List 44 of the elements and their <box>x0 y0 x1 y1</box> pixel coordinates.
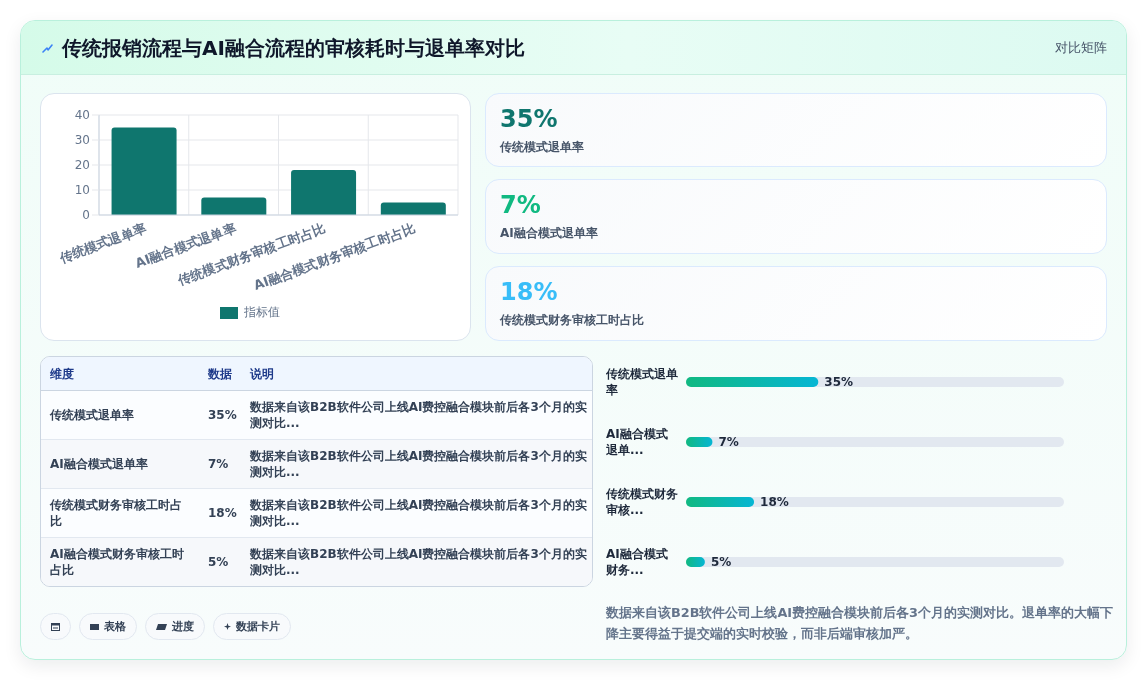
category-label: 传统模式财务审核工时占比 <box>500 312 645 329</box>
y-tick-label: 10 <box>74 183 90 198</box>
data-label: 18% <box>760 495 789 510</box>
y-tick-label: 20 <box>74 158 90 173</box>
text: 维度 <box>50 365 75 382</box>
text: 35% <box>208 408 237 422</box>
tab-button[interactable]: 表格 <box>79 613 137 640</box>
bar <box>111 127 177 215</box>
y-tick-label: 0 <box>82 208 90 223</box>
text: 数据来自该B2B软件公司上线AI费控融合模块前后各3个月的实测对比... <box>250 399 588 431</box>
text: 数据 <box>208 365 233 382</box>
text: 数据来自该B2B软件公司上线AI费控融合模块前后各3个月的实测对比... <box>250 497 588 529</box>
y-tick-label: 传统模式退单率 <box>606 366 679 398</box>
y-tick-label: AI融合模式退单... <box>606 426 669 458</box>
text: 18% <box>208 506 237 520</box>
category-label: AI融合模式财务审核工时占比 <box>50 546 185 578</box>
tab-button[interactable]: 数据卡片 <box>213 613 291 640</box>
data-label: 35% <box>824 375 854 390</box>
text: 数据来自该B2B软件公司上线AI费控融合模块前后各3个月的实测对比。退单率的大幅下降主要得益于提交端的实时校验，而非后端审核加严。 <box>606 604 1114 643</box>
text: 数据来自该B2B软件公司上线AI费控融合模块前后各3个月的实测对比... <box>250 448 588 480</box>
y-tick-label: 30 <box>74 133 90 148</box>
y-tick-label: 40 <box>74 108 90 123</box>
text: 传统报销流程与AI融合流程的审核耗时与退单率对比 <box>62 35 525 61</box>
category-label: 传统模式财务审核工时占比 <box>50 497 183 529</box>
text: 说明 <box>250 365 275 382</box>
y-tick-label: 传统模式财务审核... <box>606 486 679 518</box>
bar <box>686 497 755 507</box>
y-tick-label: AI融合模式财务... <box>606 546 669 578</box>
tab-button[interactable]: 进度 <box>145 613 205 640</box>
category-label: 传统模式退单率 <box>50 407 135 423</box>
text: 7% <box>208 457 229 471</box>
text: 对比矩阵 <box>1055 39 1107 57</box>
text: 7% <box>500 191 541 219</box>
text: 数据来自该B2B软件公司上线AI费控融合模块前后各3个月的实测对比... <box>250 546 588 578</box>
bar <box>291 170 357 215</box>
data-label: 5% <box>710 555 732 570</box>
text: 18% <box>500 278 558 306</box>
legend-label: 指标值 <box>243 304 280 321</box>
category-label: AI融合模式退单率 <box>50 456 149 472</box>
bar <box>201 197 267 215</box>
text: 5% <box>208 555 229 569</box>
data-label: 7% <box>718 435 739 450</box>
category-label: 传统模式退单率 <box>500 139 585 156</box>
text: 35% <box>500 105 558 133</box>
